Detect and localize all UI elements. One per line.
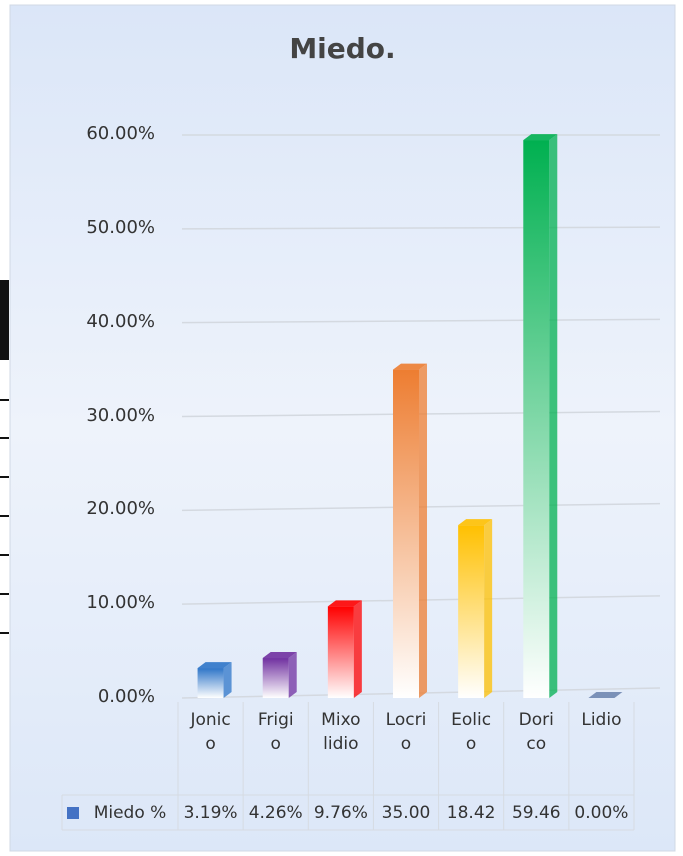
bar [262, 658, 289, 698]
bar-top [523, 134, 558, 141]
bar-side [484, 519, 493, 698]
x-tick-label: Frigio [257, 710, 294, 754]
data-label: 9.76% [313, 802, 368, 823]
bar-side [288, 652, 297, 698]
grid-line [181, 226, 661, 230]
bar [523, 140, 550, 698]
bar-side [353, 600, 362, 698]
y-tick-label: 40.00% [86, 310, 155, 332]
bar-top [262, 652, 297, 659]
x-tick-label: Lidio [581, 710, 622, 730]
bar-side [223, 662, 232, 698]
data-label: 4.26% [248, 802, 303, 823]
data-label: 35.00 [381, 802, 431, 823]
bar [458, 525, 485, 698]
y-tick-label: 50.00% [86, 216, 155, 238]
legend-label: Miedo % [93, 802, 167, 823]
y-tick-label: 10.00% [86, 592, 155, 614]
y-tick-label: 20.00% [86, 498, 155, 520]
x-tick-label: Locrio [385, 710, 427, 754]
x-tick-label: Mixolidio [321, 710, 361, 754]
bar [197, 668, 224, 698]
chart-area [9, 4, 676, 852]
y-tick-label: 0.00% [97, 686, 155, 707]
bar-side [419, 363, 427, 698]
bar-top [458, 519, 493, 526]
edge-block [0, 280, 9, 360]
x-tick-label: Eolico [451, 710, 492, 754]
data-label: 59.46 [511, 802, 561, 823]
data-label: 18.42 [446, 802, 496, 823]
x-tick-label: Dorico [518, 710, 554, 754]
data-label: 3.19% [183, 802, 238, 823]
y-tick-label: 60.00% [86, 123, 155, 144]
grid-line [181, 318, 661, 324]
bar-top [327, 600, 362, 607]
bar-top [393, 363, 427, 370]
edge-lines [0, 399, 9, 634]
bar [393, 369, 419, 698]
chart-title: Miedo. [289, 32, 396, 65]
x-tick-label: Jonico [190, 710, 231, 754]
bar [327, 606, 354, 698]
y-tick-label: 30.00% [86, 404, 155, 426]
bar-top [197, 662, 232, 669]
bar-top [588, 692, 623, 698]
data-label: 0.00% [574, 802, 629, 823]
bar-side [549, 134, 558, 698]
legend-key [67, 807, 79, 819]
